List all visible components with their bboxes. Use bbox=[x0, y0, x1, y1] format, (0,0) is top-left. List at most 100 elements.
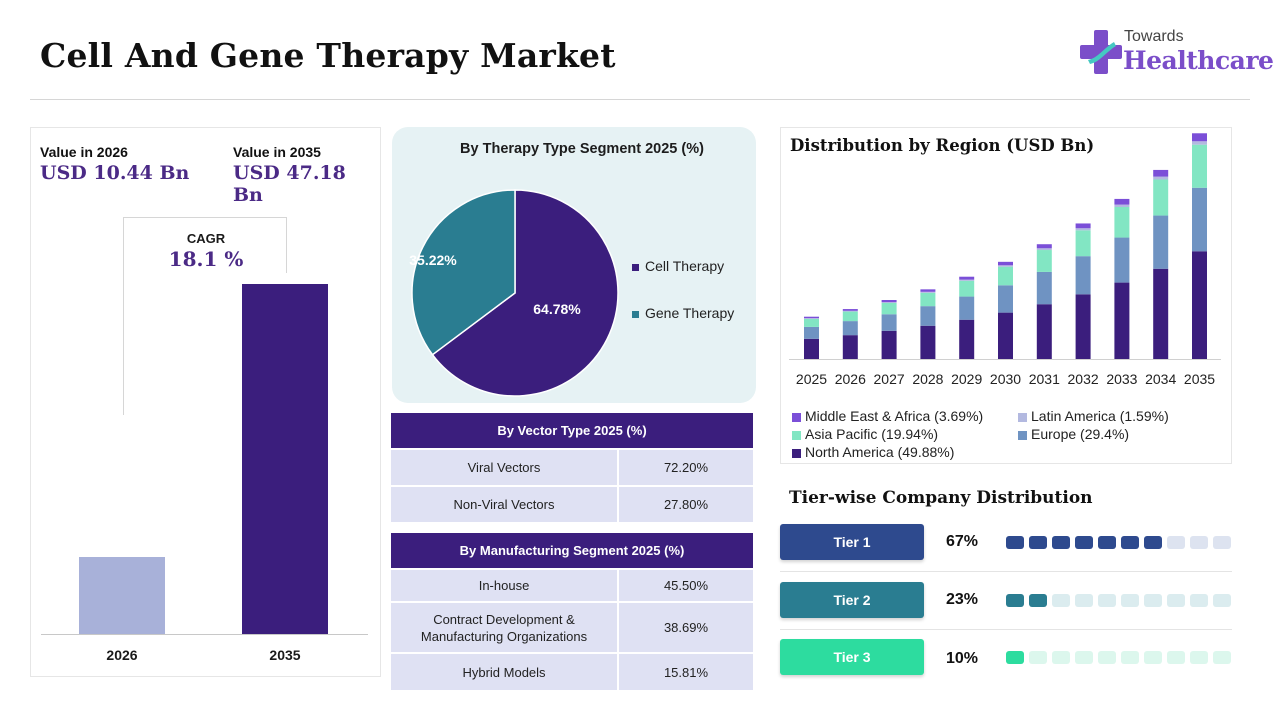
region-bar-segment bbox=[1192, 133, 1207, 142]
table-row: Contract Development & Manufacturing Org… bbox=[391, 601, 753, 652]
pie-slice-gene-therapy bbox=[411, 189, 516, 356]
region-bar-segment bbox=[959, 276, 975, 280]
meter-segment-filled bbox=[1006, 594, 1024, 607]
region-bar-segment bbox=[804, 326, 819, 339]
vector-table-title: By Vector Type 2025 (%) bbox=[391, 413, 753, 448]
region-bar-segment bbox=[1153, 268, 1169, 359]
row-name: In-house bbox=[391, 570, 619, 601]
x-tick-label: 2030 bbox=[989, 371, 1022, 387]
meter-segment-empty bbox=[1121, 651, 1139, 664]
region-bar-segment bbox=[881, 302, 897, 303]
region-stacked-bar-chart bbox=[789, 133, 1221, 360]
legend-label: North America (49.88%) bbox=[805, 444, 955, 460]
row-name: Contract Development & Manufacturing Org… bbox=[391, 603, 619, 652]
legend-swatch bbox=[1018, 413, 1027, 422]
legend-swatch bbox=[792, 413, 801, 422]
tier-divider bbox=[780, 571, 1232, 572]
region-bar-segment bbox=[1114, 198, 1130, 205]
region-bar-segment bbox=[1114, 204, 1130, 208]
meter-segment-empty bbox=[1098, 651, 1116, 664]
bar-2026 bbox=[79, 556, 165, 634]
meter-segment-empty bbox=[1213, 594, 1231, 607]
meter-segment-filled bbox=[1098, 536, 1116, 549]
x-tick-label: 2035 bbox=[1183, 371, 1216, 387]
row-value: 27.80% bbox=[663, 497, 709, 512]
region-bar-segment bbox=[1075, 230, 1091, 257]
table-row: Non-Viral Vectors 27.80% bbox=[391, 485, 753, 522]
x-tick-label: 2033 bbox=[1106, 371, 1138, 387]
market-value-panel: Value in 2026 USD 10.44 Bn Value in 2035… bbox=[30, 127, 381, 677]
region-bar-segment bbox=[1192, 251, 1207, 359]
tier-3-percent: 10% bbox=[946, 650, 979, 667]
meter-segment-empty bbox=[1075, 594, 1093, 607]
region-bar-segment bbox=[959, 296, 975, 320]
table-row: Viral Vectors 72.20% bbox=[391, 448, 753, 485]
region-bar-segment bbox=[1114, 282, 1130, 359]
meter-segment-filled bbox=[1052, 536, 1070, 549]
region-bar-segment bbox=[1153, 215, 1169, 269]
legend-swatch bbox=[792, 431, 801, 440]
cagr-connector bbox=[123, 273, 124, 415]
meter-segment-empty bbox=[1167, 594, 1185, 607]
cagr-label: CAGR bbox=[186, 231, 226, 246]
region-bar-segment bbox=[1036, 271, 1052, 305]
region-bar-segment bbox=[1075, 228, 1091, 231]
meter-segment-filled bbox=[1006, 536, 1024, 549]
legend-swatch bbox=[1018, 431, 1027, 440]
pie-legend-gene: Gene Therapy bbox=[632, 305, 734, 321]
region-bar-segment bbox=[920, 289, 936, 292]
logo-main-text: Healthcare bbox=[1123, 46, 1274, 75]
tier-2-meter bbox=[1006, 594, 1231, 607]
region-bar-segment bbox=[920, 292, 936, 307]
region-bar-segment bbox=[804, 338, 819, 359]
legend-swatch-gene bbox=[632, 310, 639, 318]
value-2035-label: Value in 2035 bbox=[233, 144, 321, 160]
region-bar-segment bbox=[1192, 187, 1207, 252]
row-value: 45.50% bbox=[663, 578, 709, 593]
row-value: 15.81% bbox=[663, 664, 709, 680]
therapy-pie-chart: 64.78% 35.22% bbox=[409, 189, 619, 397]
tier-3-badge: Tier 3 bbox=[780, 639, 924, 675]
region-bar-segment bbox=[842, 310, 858, 312]
region-bar-segment bbox=[1036, 250, 1052, 272]
meter-segment-filled bbox=[1075, 536, 1093, 549]
region-bar-segment bbox=[881, 302, 897, 315]
region-bar-segment bbox=[959, 319, 975, 359]
x-tick-label: 2025 bbox=[795, 371, 828, 387]
region-bar-segment bbox=[1036, 248, 1052, 251]
cagr-value: 18.1 % bbox=[168, 247, 244, 271]
meter-segment-empty bbox=[1075, 651, 1093, 664]
region-bar-segment bbox=[1153, 179, 1169, 216]
pie-slice-cell-therapy bbox=[431, 189, 619, 397]
meter-segment-empty bbox=[1167, 536, 1185, 549]
meter-segment-filled bbox=[1144, 536, 1162, 549]
pie-legend-cell: Cell Therapy bbox=[632, 258, 724, 274]
region-bar-segment bbox=[998, 265, 1013, 267]
region-bar-segment bbox=[881, 314, 897, 331]
region-bar-segment bbox=[1075, 256, 1091, 295]
legend-mea: Middle East & Africa (3.69%) bbox=[792, 408, 983, 424]
meter-segment-empty bbox=[1190, 536, 1208, 549]
region-bar-segment bbox=[804, 318, 819, 319]
therapy-type-panel: By Therapy Type Segment 2025 (%) 64.78% 3… bbox=[392, 127, 756, 403]
meter-segment-filled bbox=[1029, 536, 1047, 549]
table-row: In-house 45.50% bbox=[391, 568, 753, 601]
medical-cross-icon bbox=[1080, 30, 1122, 74]
legend-label-gene: Gene Therapy bbox=[645, 305, 735, 321]
legend-label: Europe (29.4%) bbox=[1031, 426, 1130, 442]
region-distribution-panel: Distribution by Region (USD Bn) 2025 2026… bbox=[780, 127, 1232, 464]
region-bar-segment bbox=[1192, 141, 1207, 145]
x-tick-label: 2034 bbox=[1145, 371, 1177, 387]
meter-segment-empty bbox=[1144, 651, 1162, 664]
region-bar-segment bbox=[804, 318, 819, 327]
row-name: Hybrid Models bbox=[391, 654, 619, 690]
region-bar-segment bbox=[1153, 169, 1169, 177]
legend-swatch bbox=[792, 449, 801, 458]
region-chart-title: Distribution by Region (USD Bn) bbox=[790, 136, 1095, 155]
legend-label: Middle East & Africa (3.69%) bbox=[805, 408, 984, 424]
legend-label: Latin America (1.59%) bbox=[1031, 408, 1169, 424]
region-bar-segment bbox=[1153, 176, 1169, 180]
legend-label: Asia Pacific (19.94%) bbox=[805, 426, 939, 442]
region-bar-segment bbox=[1075, 223, 1091, 229]
vector-type-table: By Vector Type 2025 (%) Viral Vectors 72… bbox=[391, 413, 753, 522]
